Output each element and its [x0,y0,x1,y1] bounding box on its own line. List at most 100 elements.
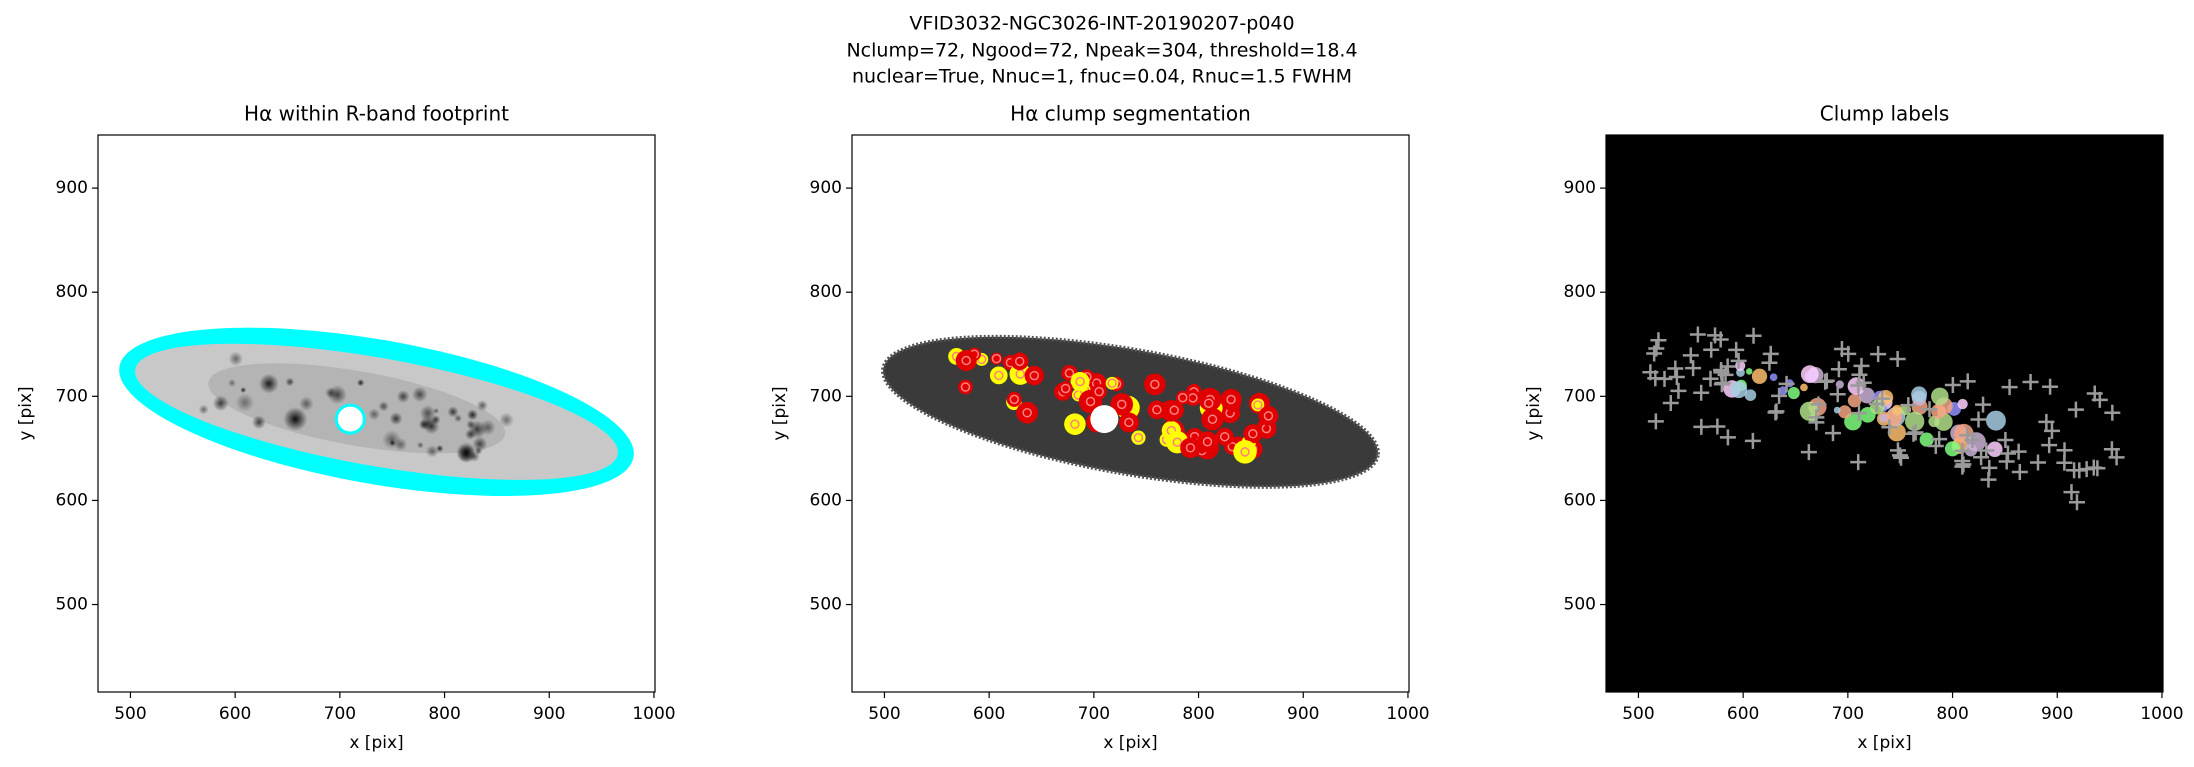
peak-marker [1685,360,1702,377]
peak-marker [1840,345,1857,362]
ha-emission [389,412,403,426]
peak-marker [2022,374,2039,391]
ha-emission [228,351,244,367]
peak-marker [1670,382,1687,399]
clump-peak [1117,399,1127,410]
suptitle: Nclump=72, Ngood=72, Npeak=304, threshol… [846,40,1357,62]
peak-marker [1959,373,1976,390]
peak-marker [2091,391,2108,408]
clump-label [1905,411,1925,432]
y-tick-label: 600 [810,490,842,510]
panel-title: Hα within R-band footprint [244,102,509,126]
peak-marker [1646,345,1663,362]
peak-marker [1927,437,1944,454]
peak-marker [1762,345,1779,362]
clump-label [1911,386,1928,403]
clump-peak [994,370,1004,381]
ha-emission [419,405,436,422]
y-tick-label: 800 [56,282,88,302]
peak-marker [1668,369,1685,386]
peak-marker [1959,427,1976,444]
peak-marker [1693,384,1710,401]
clump-region [1184,389,1201,406]
ha-emission [299,396,314,412]
peak-marker [1778,375,1795,392]
clump-region [1110,393,1134,416]
clump-peak [1202,437,1213,447]
peak-marker [1642,364,1659,381]
x-tick-label: 700 [1078,704,1110,724]
clump-peak [1014,356,1025,367]
ha-emission [240,387,247,394]
peak-marker [2043,422,2060,439]
peak-marker [1728,341,1745,358]
clump-region [1024,365,1045,386]
panel-title: Clump labels [1820,102,1950,126]
clump-region [1147,400,1167,420]
clump-peak [1094,386,1104,397]
y-tick-label: 600 [1564,490,1596,510]
peak-marker [1830,361,1847,378]
peak-marker [1881,419,1898,436]
y-tick-label: 500 [56,595,88,615]
clump-label [1847,393,1862,408]
clump-peak [1107,378,1117,388]
peak-marker [2010,443,2027,460]
ha-emission [227,378,237,388]
peak-marker [1997,432,2014,449]
y-tick-label: 500 [810,595,842,615]
peak-marker [1771,387,1788,404]
x-tick-label: 1000 [632,704,675,724]
y-tick-label: 700 [810,386,842,406]
y-tick-label: 900 [1564,178,1596,198]
peak-marker [1761,354,1778,371]
clump-peak [991,353,1002,364]
ha-emission [479,419,496,436]
peak-marker [1714,375,1731,392]
peak-marker [2103,441,2120,458]
clump-label [1931,387,1949,406]
clump-region [1070,372,1090,392]
ha-emission [382,430,402,450]
y-tick-label: 700 [56,386,88,406]
clump-peak [1152,405,1162,415]
ha-emission [325,387,337,399]
clump-label [1800,365,1819,384]
clump-label [1838,405,1852,419]
clump-label [1987,441,2003,457]
x-tick-label: 900 [533,704,565,724]
ha-emission [416,441,424,449]
clump-peak [1169,405,1179,416]
clump-peak [1070,419,1080,429]
peak-marker [1810,396,1827,413]
peak-marker [2041,437,2058,454]
clump-region [1258,405,1279,426]
clump-region [1058,381,1073,396]
peak-marker [1850,454,1867,471]
clump-peak [1207,414,1218,424]
clump-peak [1177,392,1188,403]
clump-peak [1203,398,1214,408]
clump-region [1196,431,1219,453]
peak-marker [1954,453,1971,470]
peak-marker [1975,396,1992,413]
ha-emission [425,444,439,458]
x-tick-label: 700 [324,704,356,724]
peak-marker [1874,390,1891,407]
peak-marker [2056,442,2073,459]
x-axis-label: x [pix] [1103,733,1157,753]
suptitle: VFID3032-NGC3026-INT-20190207-p040 [909,13,1294,35]
clump-region [1006,391,1022,407]
ha-emission [472,436,488,452]
x-tick-label: 500 [868,704,900,724]
peak-marker [1800,444,1817,461]
x-axis-label: x [pix] [349,733,403,753]
peak-marker [2068,494,2085,511]
x-tick-label: 1000 [2140,704,2183,724]
clump-region [1143,373,1166,396]
peak-marker [1744,432,1761,449]
peak-marker [2038,413,2055,430]
clump-label [1751,368,1768,384]
clump-region [1164,400,1184,420]
peak-marker [2063,484,2080,501]
